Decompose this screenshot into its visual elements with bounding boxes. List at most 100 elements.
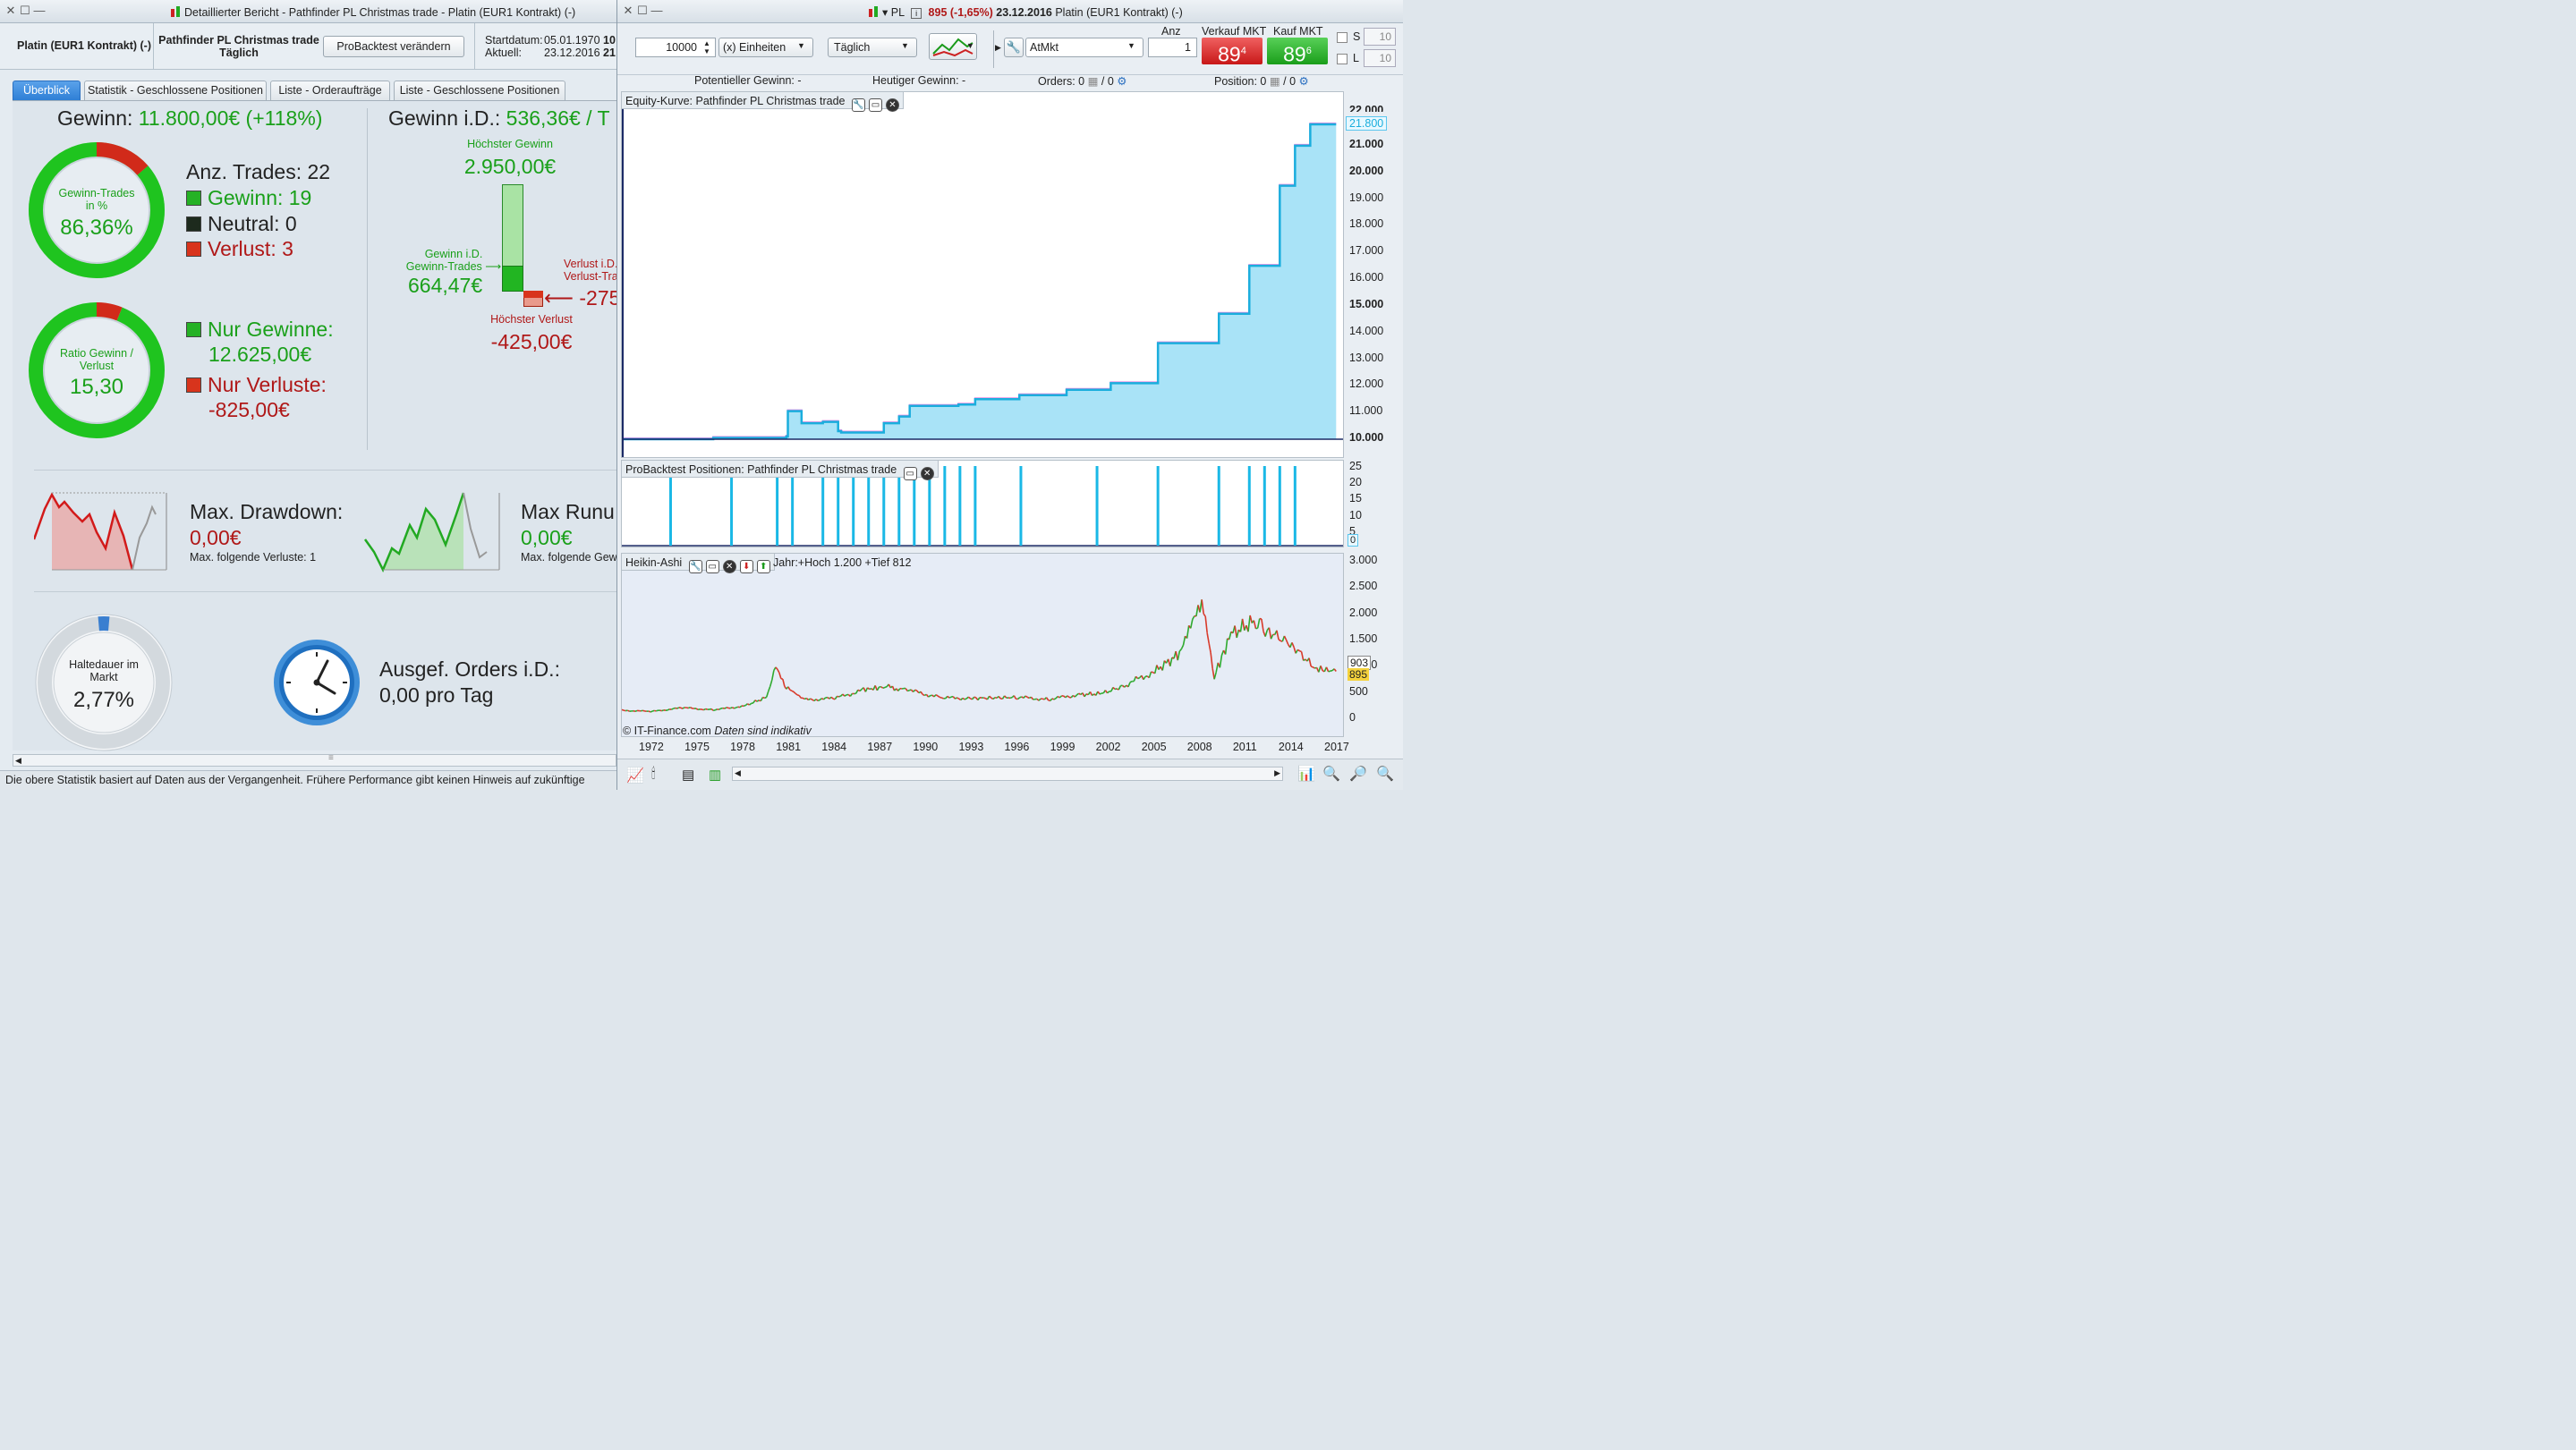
position-bar: [913, 466, 916, 546]
maximize-icon[interactable]: ☐: [637, 4, 648, 17]
window-title: Detaillierter Bericht - Pathfinder PL Ch…: [170, 5, 575, 19]
candles-icon[interactable]: 🕯: [651, 767, 656, 782]
price-segment: [962, 697, 965, 700]
scroll-left-icon[interactable]: ◀: [15, 756, 21, 765]
window-icon[interactable]: ▭: [705, 560, 719, 573]
backtest-icon[interactable]: ▥: [709, 767, 722, 783]
positions-tick: 15: [1349, 492, 1362, 505]
chevron-down-icon[interactable]: ▼: [901, 41, 909, 50]
equity-tick: 20.000: [1349, 164, 1384, 177]
tab-overview[interactable]: Überblick: [13, 81, 81, 100]
win-rate-donut: [29, 142, 165, 278]
sell-market-button[interactable]: 894: [1202, 38, 1262, 66]
close-icon[interactable]: ✕: [5, 4, 16, 17]
price-segment: [920, 691, 923, 695]
price-segment: [1303, 658, 1306, 662]
disclaimer: Die obere Statistik basiert auf Daten au…: [0, 770, 616, 790]
scroll-grip-icon[interactable]: ≡: [328, 753, 334, 763]
chart-type-button[interactable]: [929, 33, 977, 60]
zoom-out-icon[interactable]: 🔎: [1349, 767, 1367, 782]
price-segment: [802, 697, 805, 700]
window-icon[interactable]: ▭: [903, 467, 917, 480]
position-status-bar: Potentieller Gewinn: - Heutiger Gewinn: …: [617, 73, 1403, 91]
tab-statistics[interactable]: Statistik - Geschlossene Positionen: [84, 81, 267, 100]
close-icon[interactable]: ✕: [722, 560, 736, 573]
price-segment: [627, 709, 630, 712]
modify-backtest-button[interactable]: ProBacktest verändern: [323, 36, 464, 57]
price-segment: [735, 706, 739, 708]
stepper-arrows-icon[interactable]: ▲ ▼: [703, 39, 710, 55]
price-segment: [1097, 691, 1101, 695]
price-segment: [1299, 649, 1302, 653]
tab-closed-positions[interactable]: Liste - Geschlossene Positionen: [394, 81, 565, 100]
settings-icon[interactable]: ⚙: [1117, 75, 1127, 88]
equity-curve-chart[interactable]: [622, 92, 1344, 458]
wrench-icon[interactable]: 🔧: [1004, 38, 1024, 57]
heikin-ashi-chart[interactable]: [622, 554, 1344, 737]
price-segment: [998, 696, 1002, 700]
period-select[interactable]: Täglich: [828, 38, 917, 57]
quantity-input[interactable]: 1: [1148, 38, 1197, 57]
chevron-down-icon[interactable]: ▼: [1127, 41, 1135, 50]
minimize-icon[interactable]: —: [650, 4, 663, 17]
positions-chart[interactable]: [622, 461, 1344, 547]
orders-icon[interactable]: ▦: [1087, 75, 1099, 88]
close-icon[interactable]: ✕: [920, 467, 934, 480]
maximize-icon[interactable]: ☐: [20, 4, 30, 17]
price-segment: [956, 697, 959, 700]
price-segment: [830, 696, 834, 700]
report-scrollbar[interactable]: ◀ ≡: [13, 753, 616, 767]
wrench-icon[interactable]: 🔧: [851, 98, 865, 112]
buy-market-button[interactable]: 896: [1267, 38, 1328, 66]
info-icon[interactable]: i: [911, 8, 922, 19]
close-icon[interactable]: ✕: [623, 4, 633, 17]
limit-checkbox[interactable]: [1337, 54, 1348, 64]
quantity-stepper[interactable]: 10000: [635, 38, 716, 57]
position-bar: [928, 466, 931, 546]
positions-icon[interactable]: ▦: [1269, 75, 1280, 88]
order-type-select[interactable]: AtMkt: [1025, 38, 1143, 57]
limit-label: L: [1353, 52, 1359, 64]
price-segment: [1009, 696, 1013, 700]
chart-scrollbar[interactable]: ◀ ▶: [732, 767, 1283, 781]
price-segment: [1030, 696, 1034, 700]
price-segment: [965, 696, 969, 700]
price-segment: [1058, 695, 1063, 699]
tab-orders[interactable]: Liste - Orderaufträge: [270, 81, 390, 100]
price-segment: [810, 698, 813, 700]
panel-toggle-icon[interactable]: ▶: [995, 43, 1001, 52]
zoom-fit-icon[interactable]: 🔍: [1322, 767, 1340, 782]
price-segment: [1224, 638, 1228, 655]
window-icon[interactable]: ▭: [868, 98, 882, 112]
chevron-down-icon[interactable]: ▼: [966, 41, 974, 50]
add-indicator-icon[interactable]: 📈: [626, 768, 644, 784]
price-segment: [884, 685, 888, 689]
chart-settings-icon[interactable]: 📊: [1297, 767, 1315, 782]
price-segment: [1261, 618, 1264, 632]
orders-per-day-value: 0,00 pro Tag: [379, 683, 494, 707]
move-down-icon[interactable]: ⬇: [739, 560, 753, 573]
price-segment: [764, 696, 768, 700]
wrench-icon[interactable]: 🔧: [688, 560, 702, 573]
price-segment: [1236, 629, 1240, 639]
position-bar: [973, 466, 977, 546]
price-segment: [1055, 695, 1058, 700]
settings-icon[interactable]: ⚙: [1298, 75, 1309, 88]
units-select[interactable]: (x) Einheiten: [718, 38, 813, 57]
zoom-in-icon[interactable]: 🔍: [1376, 767, 1394, 782]
price-segment: [983, 697, 986, 700]
report-icon[interactable]: ▤: [682, 767, 695, 783]
scroll-right-icon[interactable]: ▶: [1274, 768, 1280, 777]
clock-icon: [274, 640, 360, 725]
chevron-down-icon[interactable]: ▼: [797, 41, 805, 50]
move-up-icon[interactable]: ⬆: [756, 560, 770, 573]
position-bar: [1156, 466, 1160, 546]
stop-input[interactable]: 10: [1364, 28, 1396, 46]
stop-checkbox[interactable]: [1337, 32, 1348, 43]
price-segment: [703, 708, 706, 711]
minimize-icon[interactable]: —: [33, 4, 46, 17]
price-segment: [650, 710, 653, 713]
scroll-left-icon[interactable]: ◀: [735, 768, 741, 777]
close-icon[interactable]: ✕: [885, 98, 899, 112]
limit-input[interactable]: 10: [1364, 49, 1396, 67]
